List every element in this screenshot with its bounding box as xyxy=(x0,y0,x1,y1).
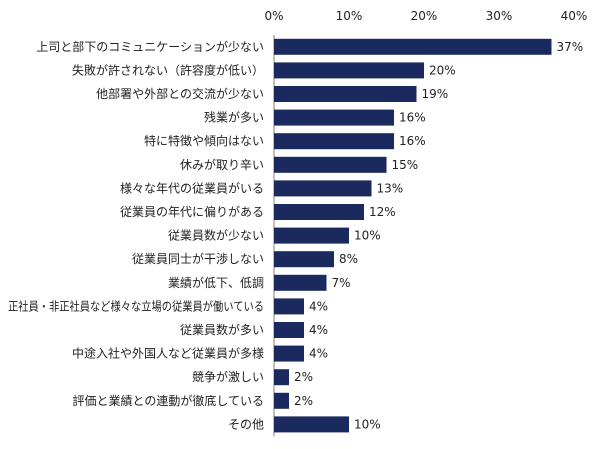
value-label: 19% xyxy=(422,87,449,101)
value-label: 20% xyxy=(429,63,456,77)
value-label: 13% xyxy=(377,181,404,195)
bar xyxy=(274,227,349,244)
bar xyxy=(274,345,304,362)
value-label: 4% xyxy=(309,299,328,313)
value-label: 4% xyxy=(309,347,328,361)
x-tick-label: 0% xyxy=(264,9,283,23)
category-label: 従業員数が多い xyxy=(180,322,264,337)
x-tick-label: 40% xyxy=(561,9,588,23)
category-label: 従業員同士が干渉しない xyxy=(132,251,264,266)
category-label: 競争が激しい xyxy=(192,369,264,384)
category-label: 中途入社や外国人など従業員が多様 xyxy=(72,346,264,361)
category-label: 業績が低下、低調 xyxy=(168,275,264,290)
category-label: 評価と業績との連動が徹底している xyxy=(72,393,264,408)
bar xyxy=(274,322,304,338)
bars xyxy=(274,38,552,433)
value-label: 2% xyxy=(294,394,313,408)
category-label: 上司と部下のコミュニケーションが少ない xyxy=(36,39,264,54)
category-label: 様々な年代の従業員がいる xyxy=(120,180,264,195)
x-tick-label: 10% xyxy=(336,9,363,23)
bar xyxy=(274,38,552,55)
category-label: 従業員数が少ない xyxy=(168,228,264,243)
bar xyxy=(274,298,304,315)
value-label: 7% xyxy=(332,276,351,290)
category-label: その他 xyxy=(228,417,264,431)
value-label: 10% xyxy=(354,417,381,431)
value-label: 12% xyxy=(369,205,396,219)
value-labels: 37% 20% 19% 16% 16% 15% 13% 12% 10% 8% 7% 4% 4% 4% 2% 2… xyxy=(294,40,583,432)
category-label: 休みが取り辛い xyxy=(180,157,264,172)
bar xyxy=(274,416,349,433)
value-label: 16% xyxy=(399,134,426,148)
value-label: 37% xyxy=(557,40,584,54)
x-tick-label: 30% xyxy=(486,9,513,23)
x-axis-ticks: 0% 10% 20% 30% 40% xyxy=(264,9,587,23)
value-label: 16% xyxy=(399,111,426,125)
x-tick-label: 20% xyxy=(411,9,438,23)
bar xyxy=(274,180,372,197)
category-label: 正社員・非正社員など様々な立場の従業員が働いている xyxy=(8,298,264,313)
category-label: 失敗が許されない（許容度が低い） xyxy=(72,62,264,77)
value-label: 8% xyxy=(339,252,358,266)
category-label: 残業が多い xyxy=(204,110,264,125)
value-label: 4% xyxy=(309,323,328,337)
bar xyxy=(274,204,364,220)
bar xyxy=(274,62,424,79)
category-label: 従業員の年代に偏りがある xyxy=(120,204,264,219)
value-label: 2% xyxy=(294,370,313,384)
category-label: 特に特徴や傾向はない xyxy=(144,133,264,148)
bar xyxy=(274,109,394,126)
bar xyxy=(274,133,394,150)
bar xyxy=(274,369,289,386)
bar xyxy=(274,274,327,291)
bar xyxy=(274,392,289,409)
bar xyxy=(274,86,417,102)
category-label: 他部署や外部との交流が少ない xyxy=(96,86,264,101)
bar xyxy=(274,251,334,268)
bar xyxy=(274,156,387,173)
value-label: 10% xyxy=(354,229,381,243)
value-label: 15% xyxy=(392,158,419,172)
